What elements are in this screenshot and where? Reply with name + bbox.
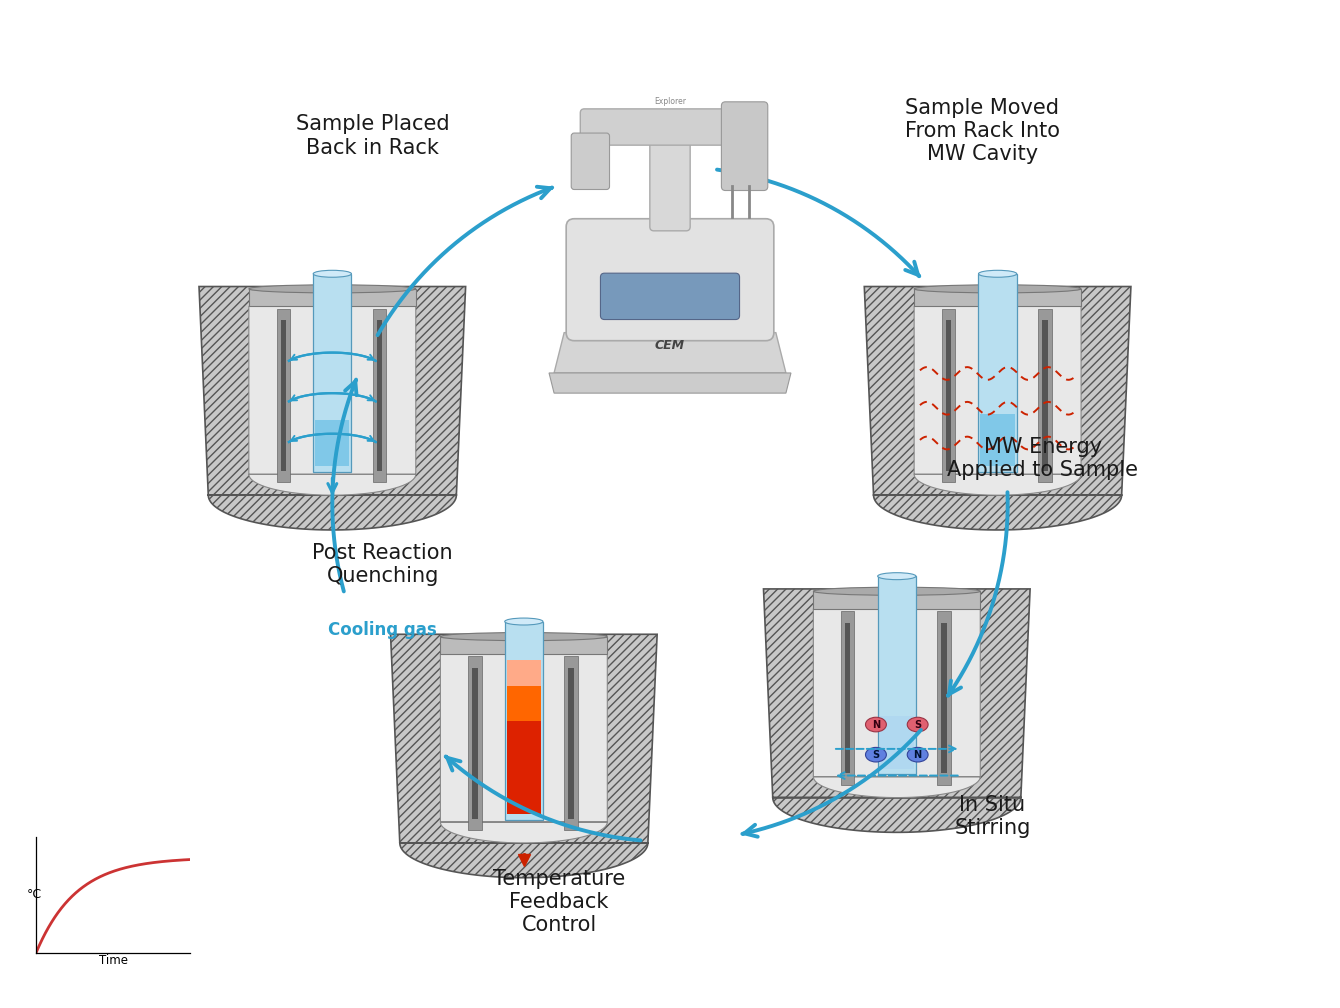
FancyBboxPatch shape (600, 273, 740, 320)
FancyBboxPatch shape (721, 102, 768, 191)
Polygon shape (468, 656, 481, 831)
Polygon shape (878, 577, 917, 774)
Polygon shape (377, 321, 382, 471)
Polygon shape (842, 611, 855, 785)
Polygon shape (813, 592, 981, 609)
Text: Sample Placed
Back in Rack: Sample Placed Back in Rack (296, 115, 449, 157)
Polygon shape (505, 622, 543, 820)
Ellipse shape (878, 573, 917, 580)
Polygon shape (549, 373, 791, 393)
Ellipse shape (866, 747, 886, 762)
Polygon shape (813, 609, 981, 797)
Ellipse shape (978, 270, 1017, 277)
Polygon shape (373, 308, 386, 483)
Polygon shape (315, 419, 350, 466)
Text: S: S (872, 750, 879, 760)
Text: S: S (914, 720, 921, 730)
Text: CEM: CEM (655, 340, 685, 352)
Text: Sample Moved
From Rack Into
MW Cavity: Sample Moved From Rack Into MW Cavity (905, 98, 1060, 164)
Polygon shape (914, 306, 1081, 495)
Polygon shape (280, 321, 285, 471)
Polygon shape (764, 589, 1030, 833)
Ellipse shape (505, 618, 543, 625)
Polygon shape (314, 274, 351, 472)
Ellipse shape (914, 285, 1081, 293)
Polygon shape (942, 623, 946, 773)
Ellipse shape (866, 718, 886, 732)
Ellipse shape (441, 633, 607, 641)
Polygon shape (1038, 308, 1052, 483)
Polygon shape (507, 722, 541, 814)
Polygon shape (276, 308, 289, 483)
Polygon shape (568, 668, 574, 818)
FancyBboxPatch shape (567, 219, 773, 341)
Polygon shape (553, 333, 787, 373)
Polygon shape (1043, 321, 1048, 471)
Y-axis label: °C: °C (27, 888, 43, 901)
Text: Cooling gas: Cooling gas (328, 621, 437, 639)
Ellipse shape (249, 285, 415, 293)
Polygon shape (564, 656, 578, 831)
Polygon shape (981, 414, 1014, 466)
Polygon shape (914, 289, 1081, 306)
Polygon shape (472, 668, 477, 818)
Polygon shape (249, 289, 415, 306)
Ellipse shape (907, 718, 929, 732)
Ellipse shape (813, 588, 981, 596)
Text: Temperature
Feedback
Control: Temperature Feedback Control (493, 869, 626, 935)
FancyBboxPatch shape (580, 109, 760, 145)
X-axis label: Time: Time (99, 954, 127, 967)
Ellipse shape (907, 747, 929, 762)
Text: In Situ
Stirring: In Situ Stirring (954, 795, 1030, 838)
Polygon shape (978, 274, 1017, 472)
Ellipse shape (314, 270, 351, 277)
Polygon shape (507, 686, 541, 722)
Polygon shape (441, 637, 607, 654)
Polygon shape (390, 634, 657, 878)
Text: N: N (872, 720, 880, 730)
FancyBboxPatch shape (650, 117, 690, 231)
Polygon shape (864, 286, 1131, 530)
Polygon shape (846, 623, 851, 773)
FancyBboxPatch shape (571, 133, 610, 190)
Polygon shape (507, 660, 541, 686)
Polygon shape (249, 306, 415, 495)
Polygon shape (942, 308, 955, 483)
Polygon shape (200, 286, 465, 530)
Polygon shape (938, 611, 950, 785)
Text: Post Reaction
Quenching: Post Reaction Quenching (312, 543, 453, 586)
Text: Explorer: Explorer (654, 97, 686, 106)
Text: MW Energy
Applied to Sample: MW Energy Applied to Sample (947, 437, 1139, 480)
Polygon shape (441, 654, 607, 843)
Polygon shape (946, 321, 951, 471)
Polygon shape (879, 717, 914, 769)
Text: N: N (914, 750, 922, 760)
